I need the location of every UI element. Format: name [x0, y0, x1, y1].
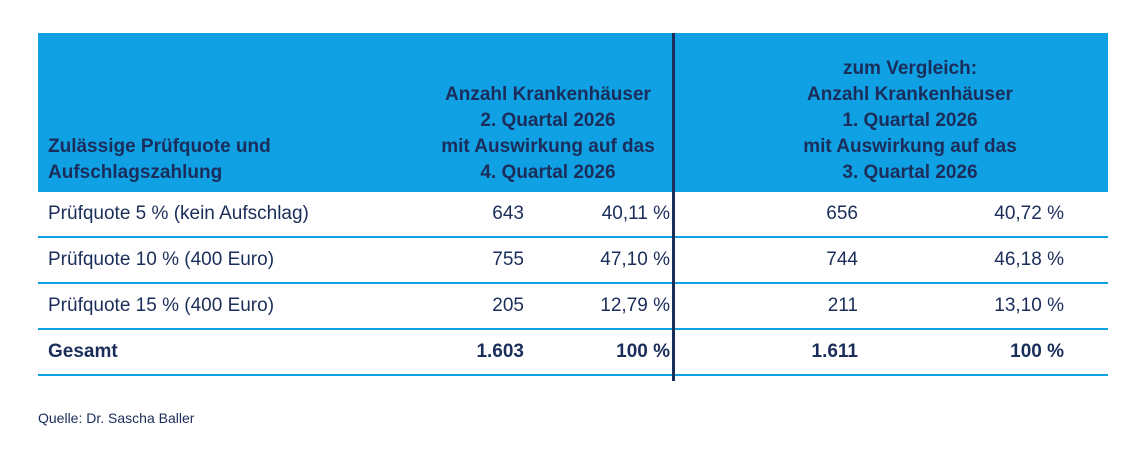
row-label: Prüfquote 15 % (400 Euro) [48, 295, 275, 316]
header-col2-line: 2. Quartal 2026 [480, 110, 616, 131]
row-label: Prüfquote 10 % (400 Euro) [48, 249, 275, 270]
table-row-total: Gesamt 1.603 100 % 1.611 100 % [38, 330, 1108, 376]
q1-count: 656 [826, 203, 858, 224]
header-col3-line: zum Vergleich: [842, 58, 978, 79]
header-col3-line: 3. Quartal 2026 [842, 162, 978, 183]
row-label: Prüfquote 5 % (kein Aufschlag) [48, 203, 309, 224]
q2-percent: 12,79 % [600, 295, 670, 316]
q2-percent: 40,11 % [601, 203, 670, 224]
header-col3-line: 1. Quartal 2026 [842, 110, 978, 131]
q2-count: 643 [492, 203, 524, 224]
q1-count: 744 [826, 249, 858, 270]
q1-count: 1.611 [811, 341, 859, 362]
header-col3-line: Anzahl Krankenhäuser [807, 84, 1013, 105]
column-divider [672, 33, 675, 381]
header-col-label: Zulässige Prüfquote und Aufschlagszahlun… [38, 33, 384, 192]
q2-count: 205 [492, 295, 524, 316]
q1-count: 211 [827, 295, 858, 316]
q2-percent: 47,10 % [600, 249, 670, 270]
q2-percent: 100 % [616, 341, 670, 362]
header-col1-line: Aufschlagszahlung [48, 162, 223, 183]
header-col2-line: Anzahl Krankenhäuser [445, 84, 651, 105]
data-table: Zulässige Prüfquote und Aufschlagszahlun… [38, 33, 1108, 376]
header-col-q2: Anzahl Krankenhäuser 2. Quartal 2026 mit… [384, 33, 712, 192]
q2-count: 755 [492, 249, 524, 270]
q1-percent: 40,72 % [994, 203, 1064, 224]
header-col1-line: Zulässige Prüfquote und [48, 136, 271, 157]
row-label: Gesamt [48, 341, 118, 362]
table-header: Zulässige Prüfquote und Aufschlagszahlun… [38, 33, 1108, 192]
q1-percent: 100 % [1010, 341, 1064, 362]
table-row: Prüfquote 15 % (400 Euro) 205 12,79 % 21… [38, 284, 1108, 330]
q1-percent: 46,18 % [994, 249, 1064, 270]
table-row: Prüfquote 5 % (kein Aufschlag) 643 40,11… [38, 192, 1108, 238]
header-col2-line: mit Auswirkung auf das [441, 136, 655, 157]
header-col3-line: mit Auswirkung auf das [803, 136, 1017, 157]
q2-count: 1.603 [476, 341, 524, 362]
table-row: Prüfquote 10 % (400 Euro) 755 47,10 % 74… [38, 238, 1108, 284]
source-note: Quelle: Dr. Sascha Baller [38, 410, 195, 426]
header-col2-line: 4. Quartal 2026 [480, 162, 616, 183]
q1-percent: 13,10 % [994, 295, 1064, 316]
header-col-q1: zum Vergleich: Anzahl Krankenhäuser 1. Q… [712, 33, 1108, 192]
